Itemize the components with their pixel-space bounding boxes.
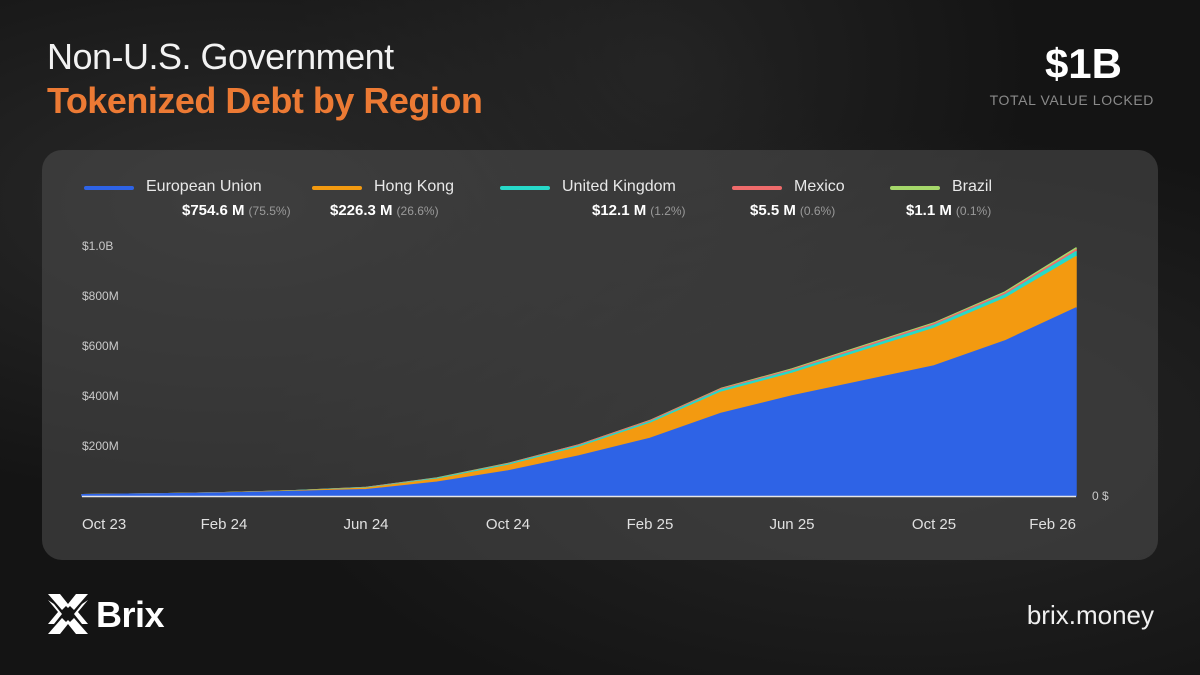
- legend-percent: (26.6%): [396, 204, 439, 218]
- x-tick-label: Feb 24: [201, 516, 248, 533]
- x-tick-label: Jun 25: [769, 516, 814, 533]
- legend-amount: $12.1 M: [592, 202, 647, 219]
- legend-name: Hong Kong: [374, 178, 455, 195]
- legend-amount: $1.1 M: [906, 202, 952, 219]
- y-tick-label: $200M: [82, 439, 119, 453]
- y-tick-label: $400M: [82, 389, 119, 403]
- y-tick-label: $1.0B: [82, 239, 113, 253]
- legend-value: $754.6 M (75.5%): [182, 202, 291, 219]
- legend-value: $12.1 M (1.2%): [592, 202, 686, 219]
- brand-name: Brix: [96, 594, 165, 635]
- legend-amount: $754.6 M: [182, 202, 245, 219]
- legend-name: United Kingdom: [562, 178, 676, 195]
- x-tick-label: Jun 24: [343, 516, 388, 533]
- legend-percent: (0.6%): [799, 204, 836, 218]
- y-tick-label: $800M: [82, 289, 119, 303]
- legend-swatch-european-union: [84, 186, 134, 190]
- x-tick-label: Oct 23: [82, 516, 126, 533]
- legend-amount: $5.5 M: [750, 202, 796, 219]
- legend-value: $1.1 M (0.1%): [906, 202, 991, 219]
- legend-name: Mexico: [794, 178, 845, 195]
- brix-logo-icon: [48, 594, 88, 634]
- legend-swatch-brazil: [890, 186, 940, 190]
- legend-percent: (0.1%): [955, 204, 992, 218]
- y-zero-label: 0 $: [1092, 489, 1109, 503]
- y-tick-label: $600M: [82, 339, 119, 353]
- legend-percent: (1.2%): [650, 204, 686, 218]
- legend-percent: (75.5%): [248, 204, 291, 218]
- legend-value: $5.5 M (0.6%): [750, 202, 835, 219]
- chart-title-line-2: Tokenized Debt by Region: [47, 80, 483, 121]
- total-value-locked-amount: $1B: [1044, 40, 1122, 87]
- total-value-locked-label: TOTAL VALUE LOCKED: [989, 92, 1154, 108]
- x-tick-label: Feb 26: [1029, 516, 1076, 533]
- legend-swatch-mexico: [732, 186, 782, 190]
- legend-name: European Union: [146, 178, 262, 195]
- website-url[interactable]: brix.money: [1026, 600, 1154, 630]
- legend-swatch-hong-kong: [312, 186, 362, 190]
- x-tick-label: Oct 25: [912, 516, 956, 533]
- chart-card: European Union $754.6 M (75.5%) Hong Kong…: [42, 150, 1158, 560]
- chart-title-line-1: Non-U.S. Government: [47, 36, 394, 77]
- legend-name: Brazil: [952, 178, 993, 195]
- stacked-area-chart: $200M $400M $600M $800M $1.0B 0 $ Oct 23 Feb 24…: [81, 239, 1109, 533]
- x-tick-label: Oct 24: [486, 516, 530, 533]
- legend-amount: $226.3 M: [330, 202, 393, 219]
- legend-swatch-united-kingdom: [500, 186, 550, 190]
- legend-value: $226.3 M (26.6%): [330, 202, 439, 219]
- x-tick-label: Feb 25: [627, 516, 674, 533]
